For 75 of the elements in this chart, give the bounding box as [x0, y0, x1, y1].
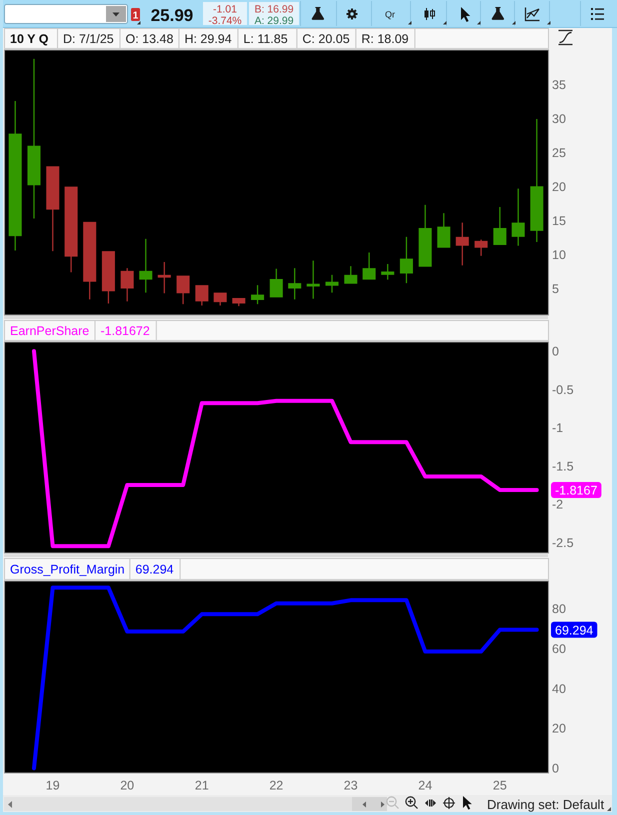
- text: O: 13.48: [125, 32, 174, 46]
- y-tick-label: 20: [552, 722, 566, 736]
- candlestick: [232, 298, 246, 306]
- y-tick-label: -0.5: [552, 382, 574, 397]
- y-tick-label: 80: [552, 602, 566, 616]
- x-tick-label: 24: [418, 778, 432, 792]
- candlestick: [362, 252, 376, 280]
- text: -3.74%: [208, 15, 242, 27]
- candlestick: [512, 188, 525, 246]
- candlestick: [214, 292, 227, 306]
- candlestick: [176, 276, 190, 304]
- y-tick-label: -2: [552, 498, 564, 512]
- y-tick-label: 60: [552, 642, 566, 656]
- y-tick-label: 0: [552, 762, 559, 776]
- line-series: [32, 586, 539, 770]
- candlestick: [456, 222, 469, 266]
- candlestick: [270, 268, 283, 298]
- x-tick-label: 20: [120, 778, 134, 792]
- y-tick-label: 5: [552, 282, 559, 296]
- y-tick-label: 10: [552, 248, 566, 262]
- x-tick-label: 23: [344, 778, 358, 792]
- candlestick: [344, 266, 358, 284]
- candlestick: [120, 268, 134, 302]
- text: 69.294: [135, 562, 174, 576]
- candlestick: [400, 236, 413, 284]
- candlestick: [64, 186, 78, 272]
- chart-title: 10 Y Q: [10, 32, 49, 46]
- candlestick: [139, 238, 152, 293]
- candlestick: [418, 204, 432, 267]
- y-tick-label: 20: [552, 180, 566, 194]
- x-tick-label: 19: [46, 778, 60, 792]
- candlestick: [381, 264, 394, 280]
- text: -1.01: [213, 4, 238, 16]
- candlestick: [437, 213, 450, 248]
- series-label: Gross_Profit_Margin: [10, 562, 125, 576]
- candlestick: [102, 251, 115, 304]
- candlestick: [195, 285, 208, 306]
- candlestick: [158, 262, 171, 294]
- y-tick-label: 15: [552, 214, 566, 228]
- text: 25.99: [150, 6, 194, 25]
- text: Drawing set: Default: [487, 797, 604, 812]
- x-tick-label: 22: [269, 778, 284, 792]
- y-tick-label: -1: [552, 421, 564, 436]
- candlestick: [46, 166, 60, 252]
- text: A: 29.99: [254, 15, 294, 27]
- text: 1: [132, 10, 139, 22]
- y-tick-label: 25: [552, 146, 566, 160]
- text: C: 20.05: [302, 32, 350, 46]
- text: B: 16.99: [254, 4, 294, 16]
- candlestick: [325, 274, 339, 293]
- candlestick: [251, 285, 264, 304]
- text: Qr: [385, 10, 395, 20]
- x-tick-label: 21: [194, 778, 209, 792]
- y-tick-label: 30: [552, 112, 566, 126]
- y-tick-label: -1.5: [552, 459, 574, 474]
- text: H: 29.94: [184, 32, 232, 46]
- candlestick: [530, 119, 544, 242]
- text: R: 18.09: [361, 32, 409, 46]
- y-tick-label: 40: [552, 682, 566, 696]
- candlestick: [288, 268, 302, 300]
- x-tick-label: 25: [492, 778, 507, 792]
- y-tick-label: 0: [552, 344, 559, 359]
- data-label: -1.8167: [555, 484, 598, 498]
- line-series: [32, 349, 539, 548]
- y-tick-label: 35: [552, 78, 566, 92]
- text: -1.81672: [100, 324, 150, 338]
- candlestick: [493, 206, 506, 246]
- data-label: 69.294: [555, 623, 594, 638]
- candlestick: [83, 222, 96, 300]
- text: L: 11.85: [243, 32, 288, 46]
- text: D: 7/1/25: [63, 32, 114, 46]
- y-tick-label: -2.5: [552, 536, 574, 550]
- candlestick: [8, 100, 22, 250]
- text: EarnPerShare: [10, 324, 90, 338]
- candlestick: [306, 260, 320, 299]
